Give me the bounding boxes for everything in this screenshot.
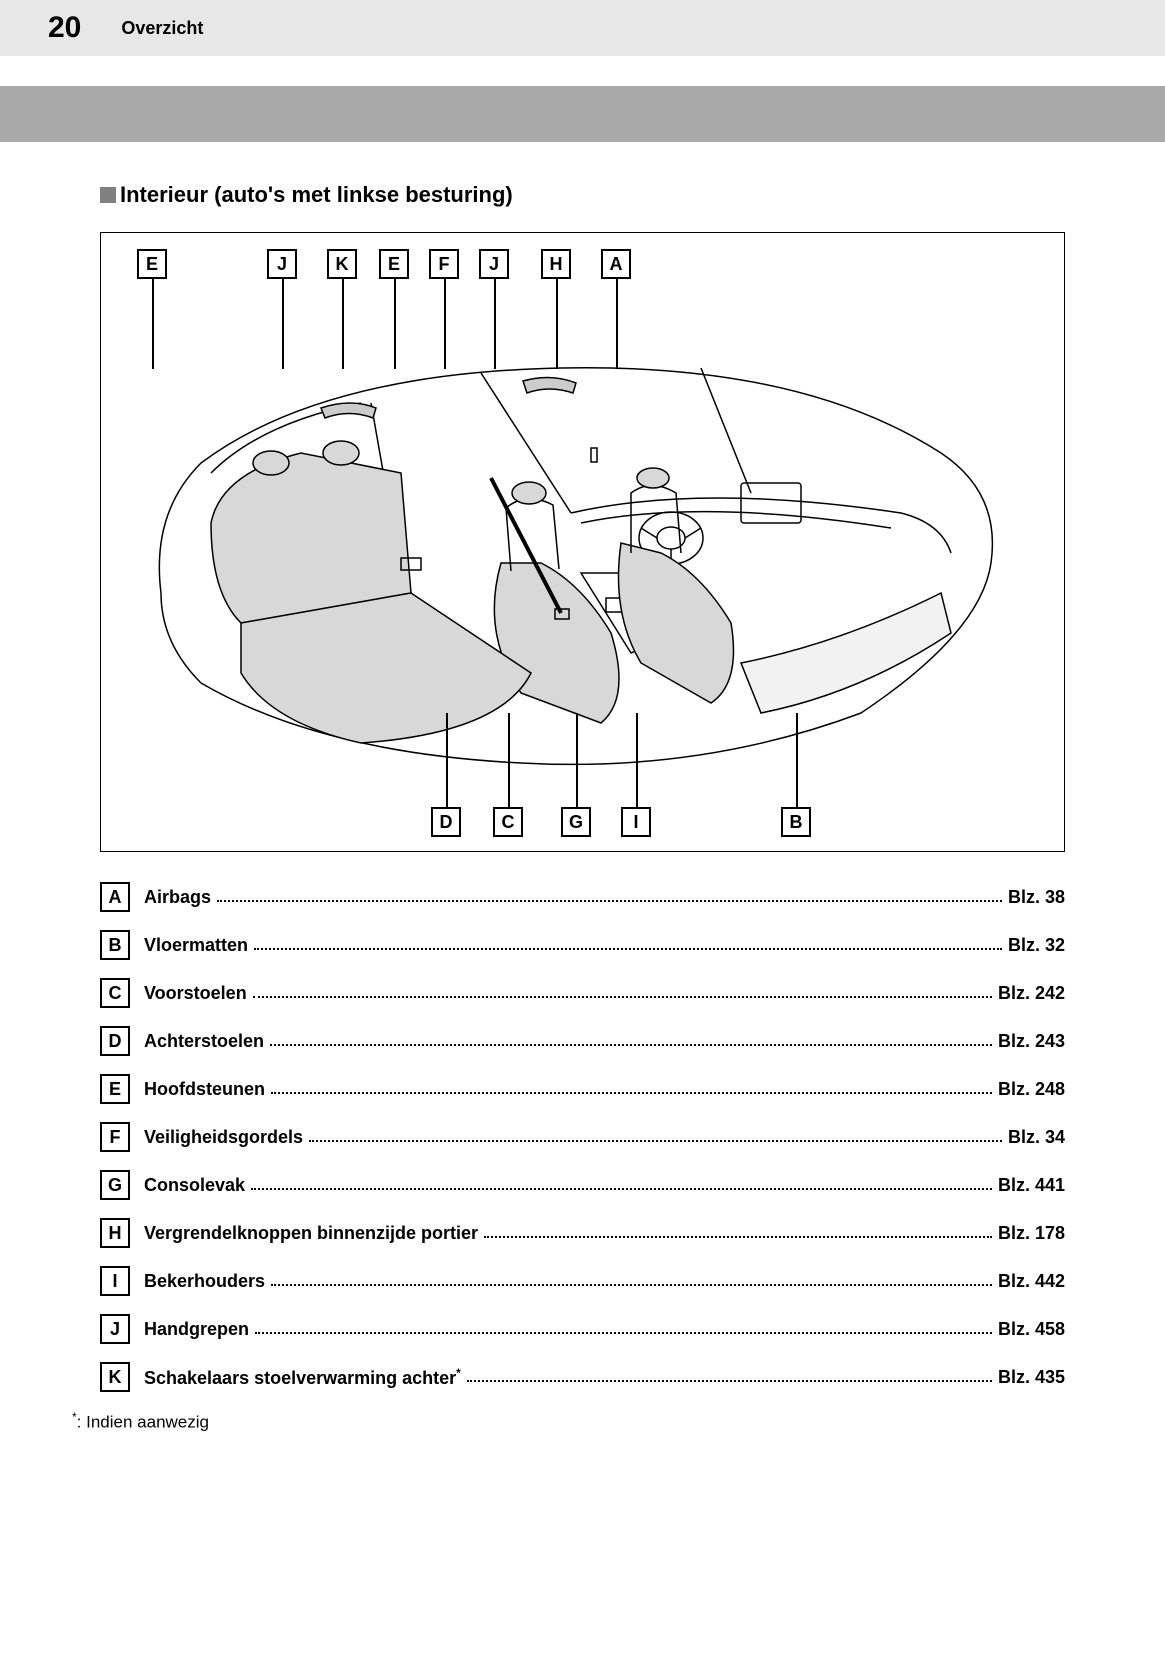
legend-page-ref: Blz. 243	[998, 1031, 1065, 1052]
callout-line	[342, 279, 344, 369]
legend-label: Schakelaars stoelverwarming achter*	[144, 1366, 461, 1389]
dot-leader	[255, 1332, 992, 1334]
legend-letter: G	[100, 1170, 130, 1200]
legend-label: Hoofdsteunen	[144, 1079, 265, 1100]
callout-label-C: C	[493, 807, 523, 837]
legend-page-ref: Blz. 435	[998, 1367, 1065, 1388]
legend-page-ref: Blz. 242	[998, 983, 1065, 1004]
callout-label-J: J	[267, 249, 297, 279]
dot-leader	[271, 1092, 992, 1094]
dot-leader	[253, 996, 992, 998]
dot-leader	[254, 948, 1002, 950]
dot-leader	[484, 1236, 992, 1238]
dot-leader	[270, 1044, 992, 1046]
legend-page-ref: Blz. 34	[1008, 1127, 1065, 1148]
legend-row-K: K Schakelaars stoelverwarming achter* Blz.…	[100, 1362, 1065, 1392]
callout-label-G: G	[561, 807, 591, 837]
legend-row-J: J Handgrepen Blz. 458	[100, 1314, 1065, 1344]
legend-row-G: G Consolevak Blz. 441	[100, 1170, 1065, 1200]
legend-letter: C	[100, 978, 130, 1008]
legend-label: Handgrepen	[144, 1319, 249, 1340]
legend-label: Bekerhouders	[144, 1271, 265, 1292]
legend-page-ref: Blz. 442	[998, 1271, 1065, 1292]
car-interior-illustration	[141, 313, 1021, 793]
callout-label-D: D	[431, 807, 461, 837]
callout-line	[636, 713, 638, 807]
page-header: 20 Overzicht	[0, 0, 1165, 56]
callout-label-A: A	[601, 249, 631, 279]
callout-label-E: E	[379, 249, 409, 279]
section-title-row: Interieur (auto's met linkse besturing)	[100, 182, 1065, 208]
legend-label: Consolevak	[144, 1175, 245, 1196]
dot-leader	[251, 1188, 992, 1190]
legend-letter: E	[100, 1074, 130, 1104]
footnote-text: Indien aanwezig	[86, 1413, 209, 1432]
callout-line	[394, 279, 396, 369]
legend-letter: F	[100, 1122, 130, 1152]
legend-label: Vergrendelknoppen binnenzijde portier	[144, 1223, 478, 1244]
legend-page-ref: Blz. 178	[998, 1223, 1065, 1244]
callout-label-K: K	[327, 249, 357, 279]
callout-line	[444, 279, 446, 369]
dot-leader	[467, 1380, 992, 1382]
dot-leader	[309, 1140, 1002, 1142]
dot-leader	[271, 1284, 992, 1286]
legend-label: Achterstoelen	[144, 1031, 264, 1052]
legend-letter: J	[100, 1314, 130, 1344]
content-area: Interieur (auto's met linkse besturing)	[0, 142, 1165, 1473]
legend-page-ref: Blz. 32	[1008, 935, 1065, 956]
legend-list: A Airbags Blz. 38 B Vloermatten Blz. 32 C Voors…	[100, 882, 1065, 1392]
footnote: *: Indien aanwezig	[72, 1410, 1065, 1433]
legend-letter: H	[100, 1218, 130, 1248]
callout-line	[576, 713, 578, 807]
callout-label-E: E	[137, 249, 167, 279]
legend-label: Vloermatten	[144, 935, 248, 956]
callout-line	[556, 279, 558, 369]
legend-label: Airbags	[144, 887, 211, 908]
callout-line	[494, 279, 496, 369]
legend-label: Voorstoelen	[144, 983, 247, 1004]
section-title: Interieur (auto's met linkse besturing)	[120, 182, 513, 208]
callout-label-H: H	[541, 249, 571, 279]
legend-row-H: H Vergrendelknoppen binnenzijde portier Bl…	[100, 1218, 1065, 1248]
legend-row-F: F Veiligheidsgordels Blz. 34	[100, 1122, 1065, 1152]
legend-letter: D	[100, 1026, 130, 1056]
grey-strip	[0, 86, 1165, 142]
interior-diagram: EJKEFJHA DCGIB	[100, 232, 1065, 852]
legend-label: Veiligheidsgordels	[144, 1127, 303, 1148]
callout-line	[282, 279, 284, 369]
legend-row-A: A Airbags Blz. 38	[100, 882, 1065, 912]
callout-line	[616, 279, 618, 369]
callout-line	[446, 713, 448, 807]
legend-page-ref: Blz. 38	[1008, 887, 1065, 908]
page-number: 20	[48, 11, 81, 45]
square-bullet-icon	[100, 187, 116, 203]
legend-row-B: B Vloermatten Blz. 32	[100, 930, 1065, 960]
legend-letter: K	[100, 1362, 130, 1392]
legend-page-ref: Blz. 248	[998, 1079, 1065, 1100]
callout-line	[508, 713, 510, 807]
legend-letter: A	[100, 882, 130, 912]
callout-label-F: F	[429, 249, 459, 279]
legend-row-C: C Voorstoelen Blz. 242	[100, 978, 1065, 1008]
legend-page-ref: Blz. 458	[998, 1319, 1065, 1340]
callout-label-J: J	[479, 249, 509, 279]
callout-label-B: B	[781, 807, 811, 837]
legend-row-D: D Achterstoelen Blz. 243	[100, 1026, 1065, 1056]
legend-row-I: I Bekerhouders Blz. 442	[100, 1266, 1065, 1296]
callout-line	[796, 713, 798, 807]
legend-row-E: E Hoofdsteunen Blz. 248	[100, 1074, 1065, 1104]
dot-leader	[217, 900, 1002, 902]
legend-letter: I	[100, 1266, 130, 1296]
chapter-title: Overzicht	[121, 18, 203, 39]
legend-letter: B	[100, 930, 130, 960]
legend-page-ref: Blz. 441	[998, 1175, 1065, 1196]
callout-label-I: I	[621, 807, 651, 837]
callout-line	[152, 279, 154, 369]
